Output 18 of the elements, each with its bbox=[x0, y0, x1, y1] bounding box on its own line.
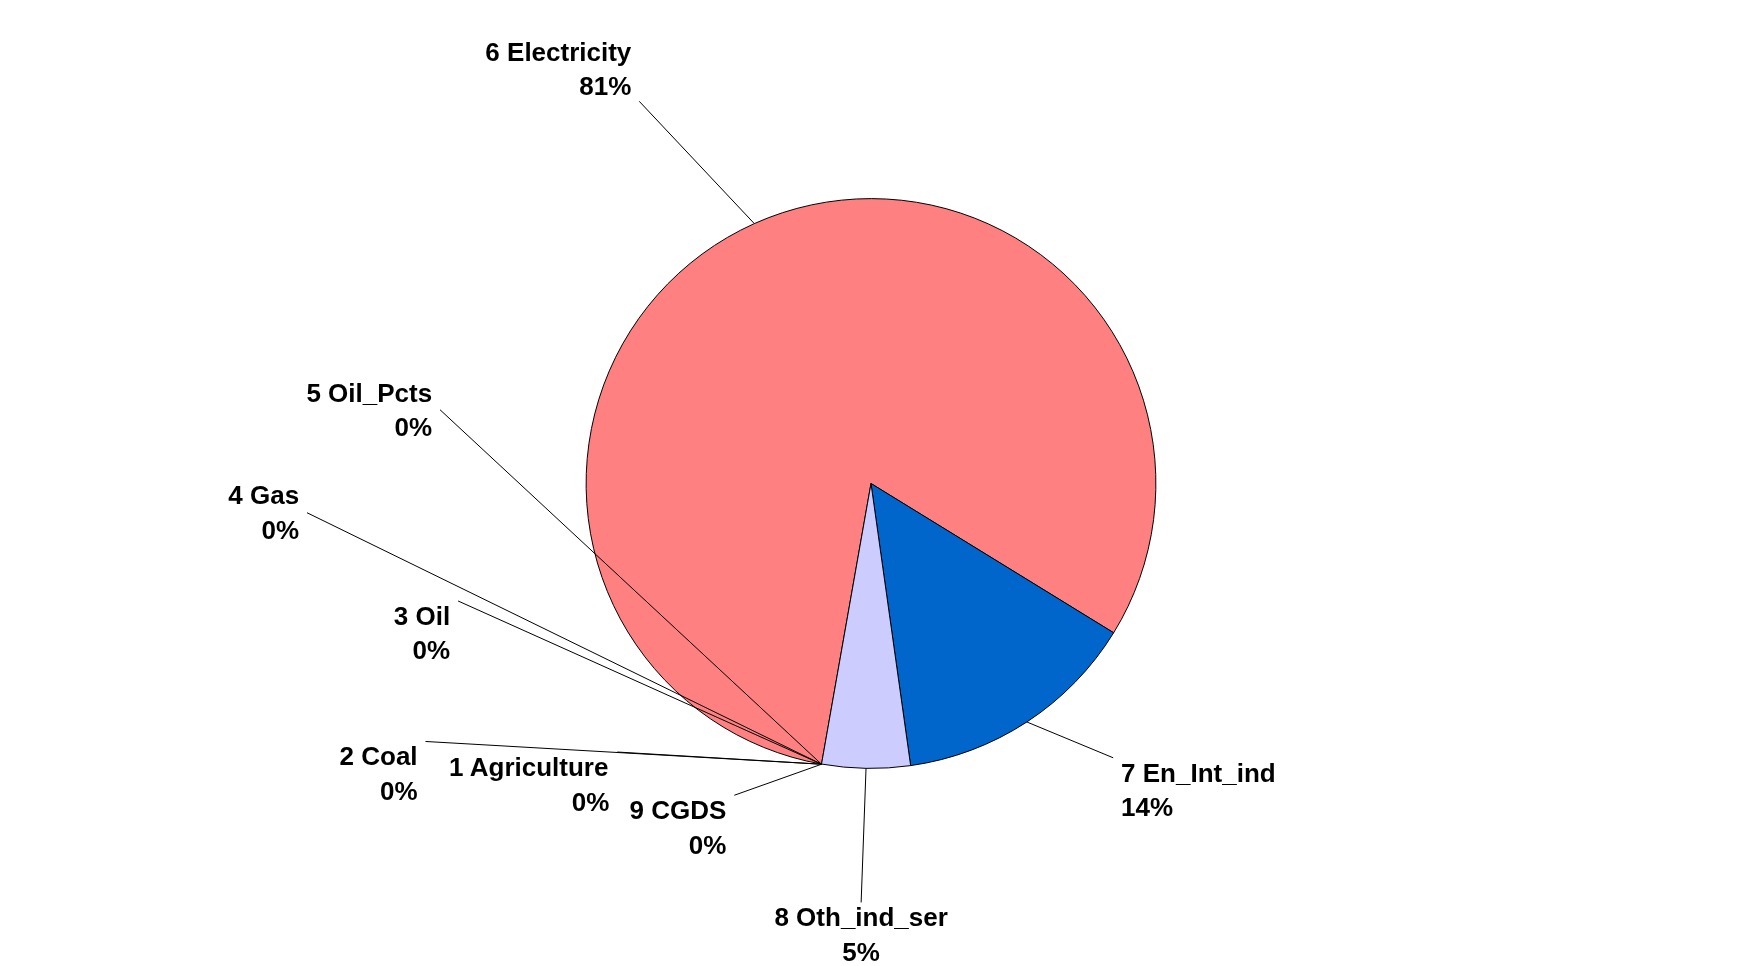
category-label: 4 Gas bbox=[228, 480, 300, 511]
slice-label: 7 En_Int_ind bbox=[1121, 757, 1276, 788]
category-label: 5 Oil_Pcts bbox=[306, 377, 433, 408]
text: 0% bbox=[394, 412, 433, 443]
text: 0% bbox=[261, 514, 300, 545]
text: 0% bbox=[688, 829, 727, 860]
category-label: 1 Agriculture bbox=[449, 752, 609, 783]
data-label: 14% bbox=[1121, 792, 1174, 823]
data-label: 81% bbox=[579, 71, 632, 102]
text: 0% bbox=[571, 786, 610, 817]
slice-label: 8 Oth_ind_ser bbox=[774, 902, 948, 933]
data-label: 5% bbox=[842, 936, 880, 966]
slice-label: 6 Electricity bbox=[485, 36, 632, 67]
text: 0% bbox=[412, 635, 451, 666]
category-label: 9 CGDS bbox=[629, 795, 727, 826]
text: 0% bbox=[379, 775, 418, 806]
category-label: 2 Coal bbox=[339, 741, 418, 772]
category-label: 3 Oil bbox=[393, 600, 451, 631]
